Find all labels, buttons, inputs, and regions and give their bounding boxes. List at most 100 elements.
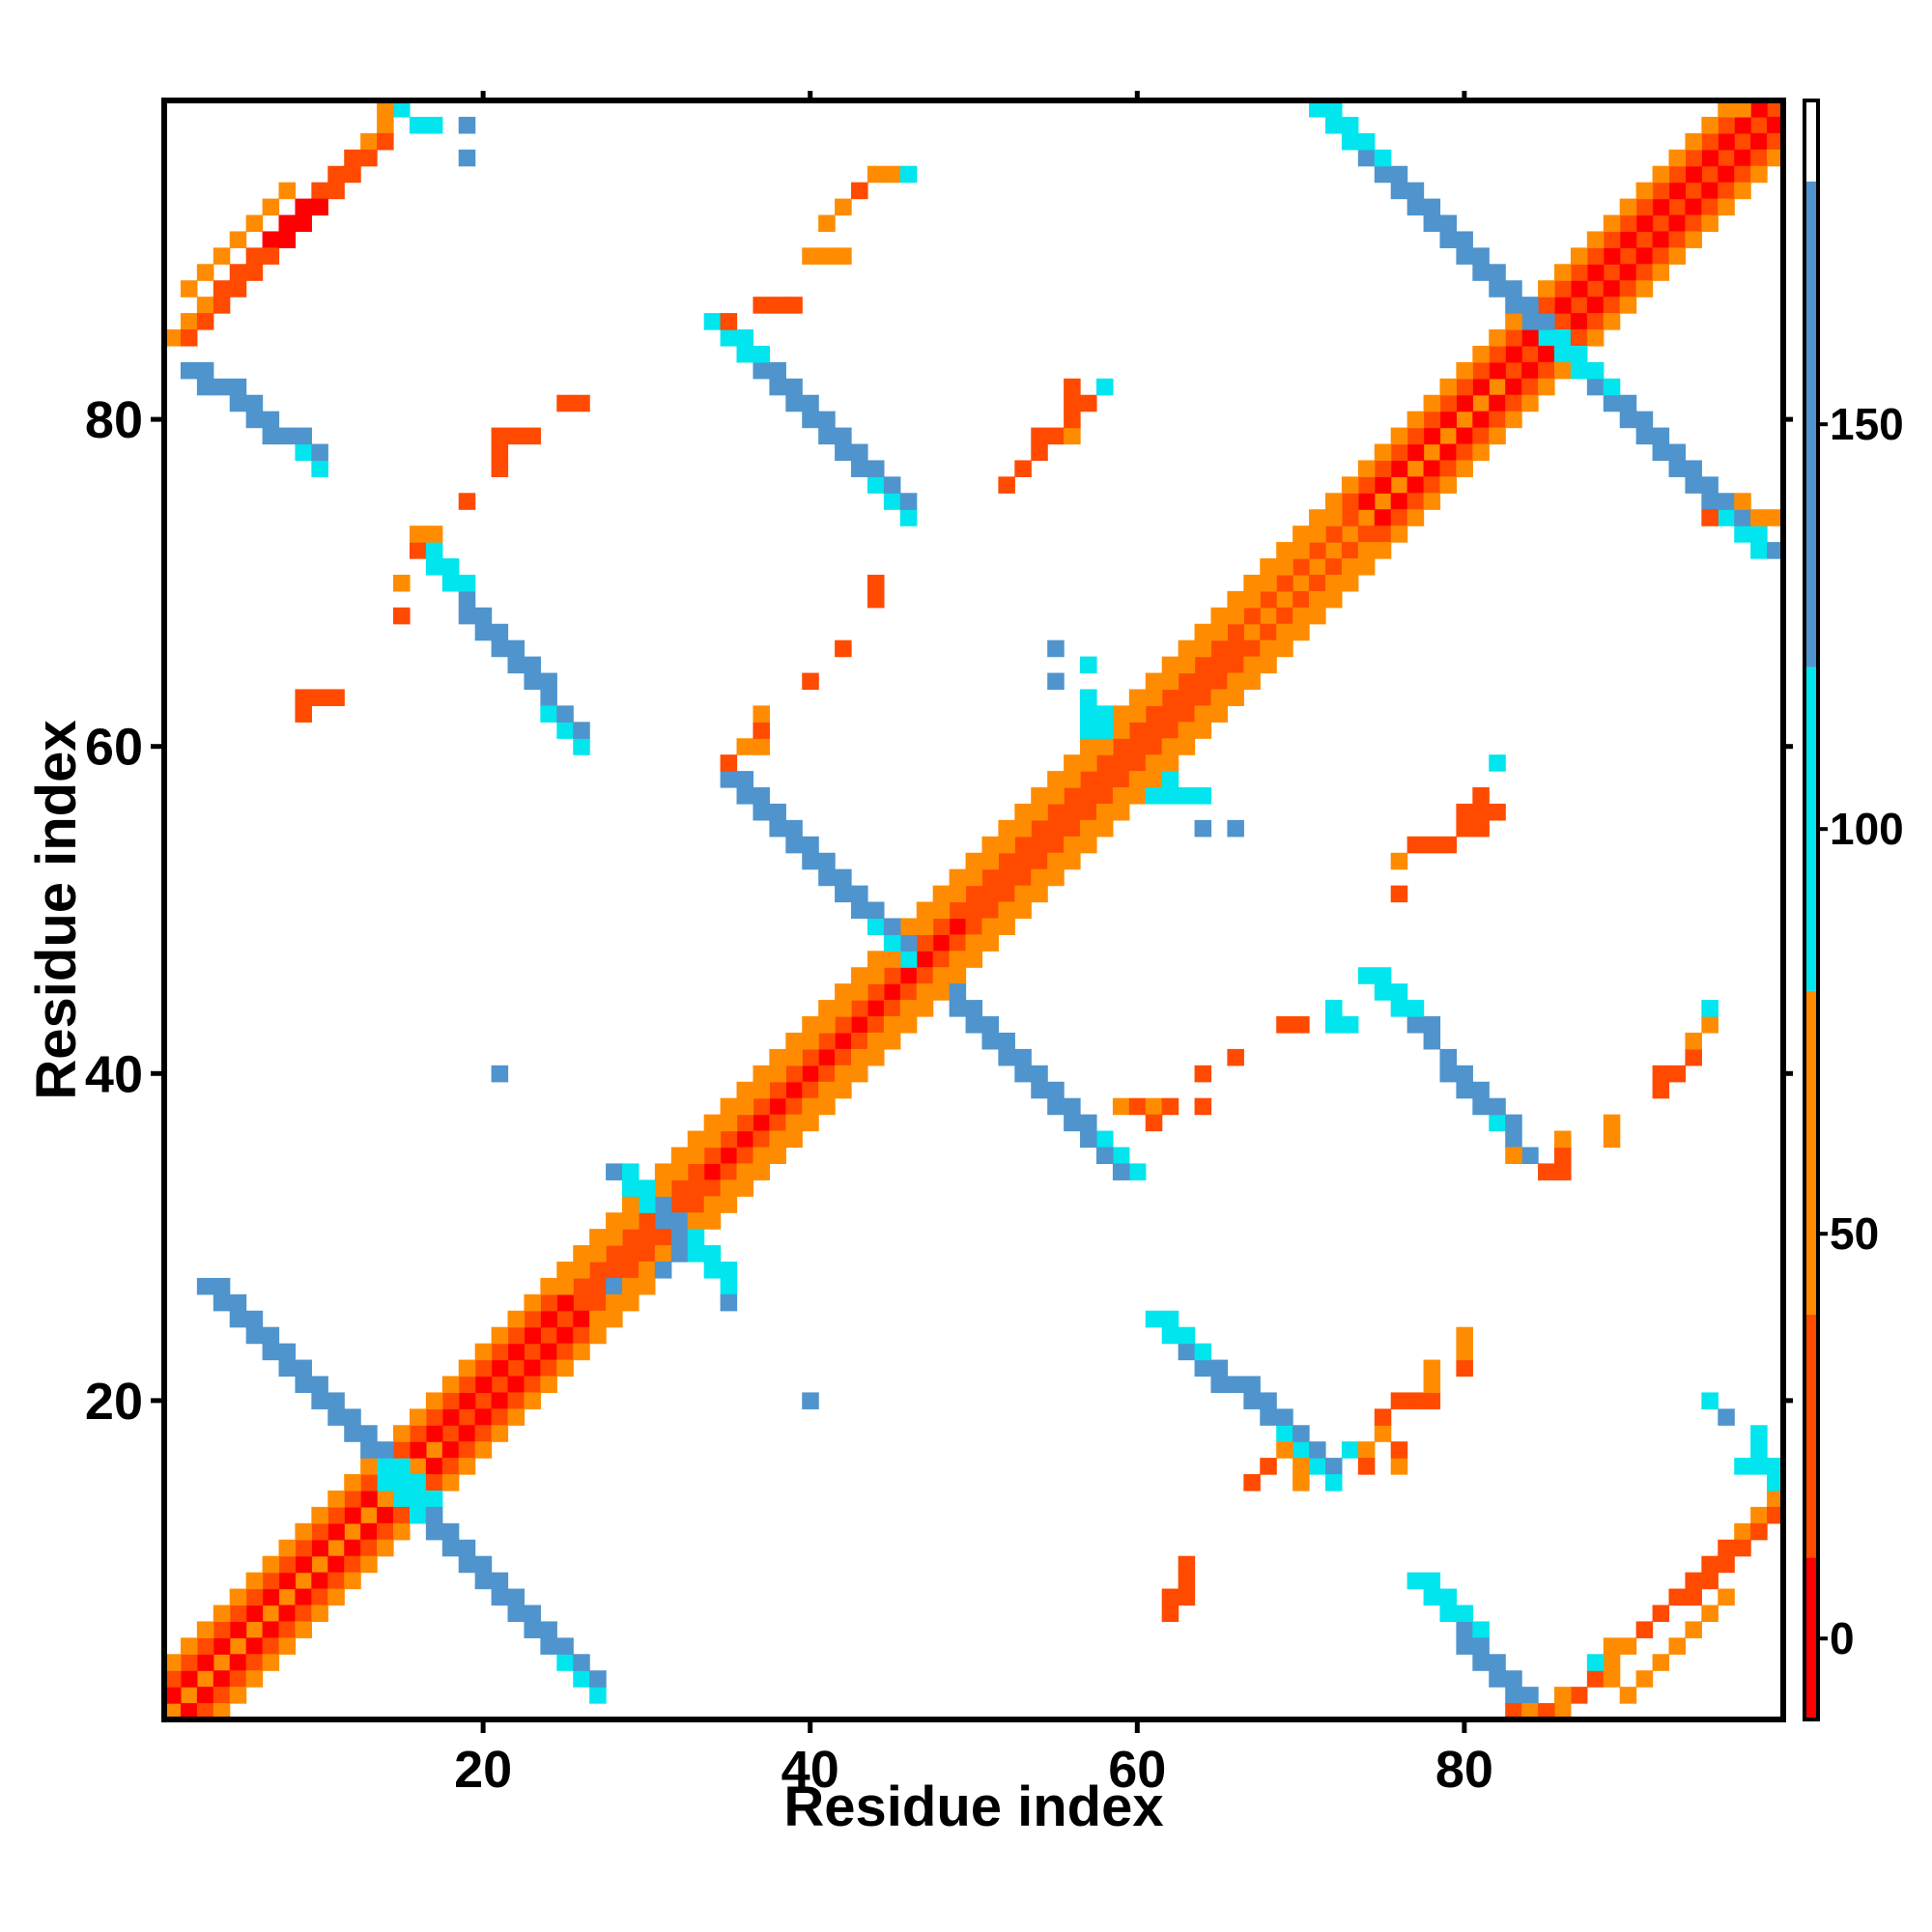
heatmap-cell [327,1555,345,1574]
colorbar-band [1804,667,1818,991]
heatmap-cell [1456,411,1473,429]
heatmap-cell [1586,361,1605,380]
heatmap-cell [1406,476,1425,494]
heatmap-cell [1341,574,1359,592]
heatmap-cell [278,1343,297,1361]
heatmap-cell [589,1687,607,1704]
heatmap-cell [425,1506,443,1524]
heatmap-cell [491,427,509,445]
heatmap-cell [1439,411,1458,429]
heatmap-cell [1521,1687,1539,1704]
heatmap-cell [654,1245,672,1263]
heatmap-cell [229,1293,247,1312]
heatmap-cell [1685,1588,1702,1606]
heatmap-cell [1505,1670,1522,1688]
heatmap-cell [425,1522,443,1541]
heatmap-cell [1701,493,1719,510]
heatmap-cell [1635,280,1654,298]
heatmap-cell [1718,1555,1735,1574]
heatmap-cell [1489,1670,1506,1688]
heatmap-cell [1489,329,1506,347]
colorbar-frame [1803,99,1820,1721]
heatmap-cell [1194,722,1212,739]
x-tick-label: 80 [1435,1741,1493,1799]
heatmap-cell [311,182,328,200]
heatmap-cell [753,1130,770,1149]
heatmap-cell [1406,198,1425,216]
heatmap-cell [474,1408,493,1426]
heatmap-cell [327,1588,345,1606]
heatmap-cell [278,1605,297,1623]
heatmap-cell [1309,509,1326,526]
heatmap-cell [1064,836,1081,854]
heatmap-cell [720,1277,738,1295]
heatmap-cell [638,1229,656,1246]
heatmap-cell [295,1376,312,1394]
heatmap-cell [1635,247,1654,265]
heatmap-cell [1423,493,1441,510]
heatmap-cell [949,918,967,935]
heatmap-cell [1210,656,1228,674]
heatmap-cell [180,313,198,330]
heatmap-cell [835,639,852,658]
heatmap-cell [802,1114,819,1132]
heatmap-cell [1718,182,1735,200]
colorbar-band [1804,1557,1818,1719]
heatmap-cell [965,852,983,870]
heatmap-cell [1178,1572,1196,1590]
heatmap-cell [409,1441,427,1459]
heatmap-cell [703,1179,722,1197]
heatmap-cell [1456,378,1473,396]
heatmap-cell [1685,165,1702,184]
heatmap-cell [458,1555,476,1574]
heatmap-cell [295,1539,312,1557]
heatmap-cell [1423,1032,1441,1050]
heatmap-cell [1603,378,1621,396]
heatmap-cell [769,1130,786,1149]
heatmap-cell [769,361,786,380]
heatmap-cell [1701,509,1719,526]
heatmap-cell [851,1032,868,1050]
heatmap-cell [245,1621,264,1638]
heatmap-cell [393,1506,411,1524]
heatmap-cell [1406,460,1425,477]
heatmap-cell [883,1032,901,1050]
heatmap-cell [949,885,967,903]
heatmap-cell [1652,1065,1670,1083]
heatmap-cell [1276,542,1293,559]
heatmap-cell [327,689,345,706]
heatmap-cell [589,1277,607,1295]
heatmap-cell [327,1522,345,1541]
heatmap-cell [1472,264,1490,281]
heatmap-cell [998,476,1015,494]
heatmap-cell [802,394,819,412]
heatmap-cell [1293,607,1310,625]
heatmap-cell [1014,819,1032,838]
heatmap-cell [1718,1408,1735,1426]
heatmap-cell [1324,493,1343,510]
heatmap-cell [965,918,983,935]
heatmap-cell [1064,378,1081,396]
heatmap-cell [1210,705,1228,723]
heatmap-cell [606,1261,623,1279]
heatmap-cell [524,1376,541,1394]
heatmap-cell [229,231,247,248]
heatmap-cell [1161,1605,1179,1623]
heatmap-cell [1210,689,1228,706]
heatmap-cell [769,1065,786,1083]
heatmap-cell [1472,1081,1490,1099]
heatmap-cell [1472,378,1490,396]
heatmap-cell [802,1048,819,1066]
heatmap-cell [1406,411,1425,429]
heatmap-cell [1603,313,1621,330]
heatmap-cell [802,247,819,265]
heatmap-cell [393,1490,411,1508]
heatmap-cell [1276,623,1293,641]
heatmap-cell [1718,132,1735,151]
heatmap-cell [1767,132,1784,151]
heatmap-cell [1047,803,1065,821]
heatmap-cell [1095,705,1114,723]
heatmap-cell [1293,623,1310,641]
heatmap-cell [1194,639,1212,658]
